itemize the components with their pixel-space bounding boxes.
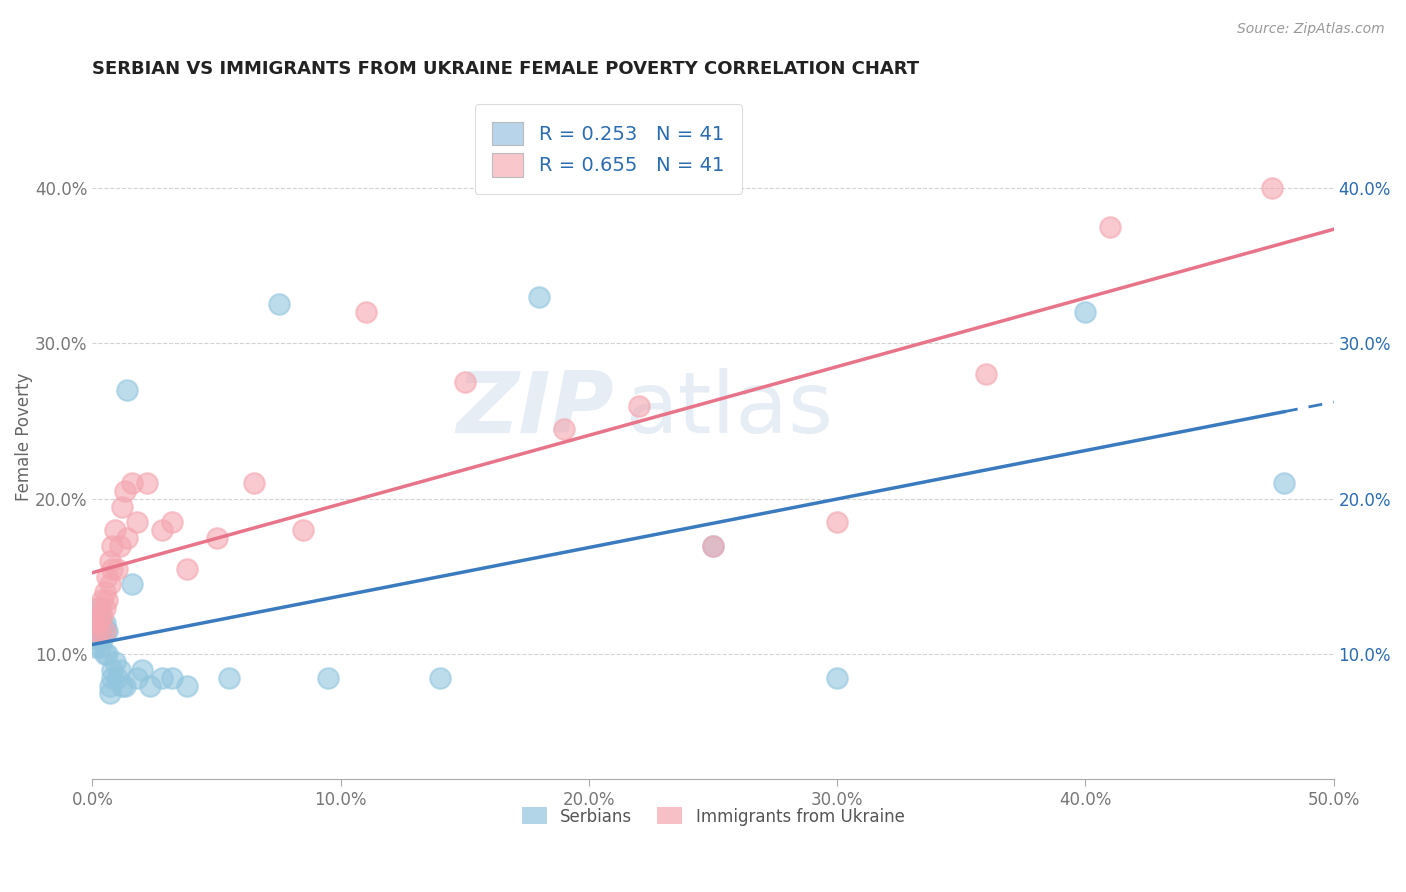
Point [101,671,124,685]
Point [94,648,117,662]
Point [96,570,118,584]
Point [825,515,848,529]
Point [136,476,159,491]
Point [205,531,228,545]
Point [1272,476,1295,491]
Point [529,290,551,304]
Point [138,679,160,693]
Point [553,422,575,436]
Point [176,562,198,576]
Point [89,600,111,615]
Point [101,663,124,677]
Point [150,671,173,685]
Point [1099,219,1122,234]
Point [115,531,138,545]
Point [121,577,143,591]
Point [91,608,114,623]
Point [96,624,118,639]
Point [354,305,377,319]
Point [121,476,143,491]
Point [94,585,117,599]
Point [89,624,111,639]
Point [86,616,108,631]
Point [429,671,451,685]
Point [84,624,107,639]
Point [702,539,724,553]
Point [101,539,124,553]
Y-axis label: Female Poverty: Female Poverty [15,373,32,501]
Point [104,523,127,537]
Point [111,679,134,693]
Point [89,640,111,654]
Point [98,686,121,700]
Point [454,376,477,390]
Point [94,624,117,639]
Point [94,600,117,615]
Point [974,368,997,382]
Point [218,671,240,685]
Point [96,593,118,607]
Point [84,624,107,639]
Point [127,515,149,529]
Point [292,523,315,537]
Point [108,539,131,553]
Point [627,399,650,413]
Point [131,663,153,677]
Text: Source: ZipAtlas.com: Source: ZipAtlas.com [1237,22,1385,37]
Point [702,539,724,553]
Point [86,632,108,646]
Point [94,624,117,639]
Point [160,671,183,685]
Point [89,624,111,639]
Point [91,632,114,646]
Point [1074,305,1097,319]
Point [98,679,121,693]
Point [160,515,183,529]
Point [127,671,149,685]
Point [86,608,108,623]
Point [98,577,121,591]
Point [86,616,108,631]
Point [176,679,198,693]
Point [111,500,134,514]
Point [86,600,108,615]
Point [96,648,118,662]
Text: atlas: atlas [626,368,834,450]
Point [89,608,111,623]
Point [105,562,128,576]
Point [91,616,114,631]
Point [94,616,117,631]
Legend: Serbians, Immigrants from Ukraine: Serbians, Immigrants from Ukraine [515,801,911,832]
Point [104,655,127,669]
Text: SERBIAN VS IMMIGRANTS FROM UKRAINE FEMALE POVERTY CORRELATION CHART: SERBIAN VS IMMIGRANTS FROM UKRAINE FEMAL… [93,60,920,78]
Point [114,679,136,693]
Point [115,383,138,397]
Point [84,616,107,631]
Point [316,671,339,685]
Point [150,523,173,537]
Point [243,476,266,491]
Text: ZIP: ZIP [456,368,614,450]
Point [114,484,136,499]
Point [84,640,107,654]
Point [108,663,131,677]
Point [1260,181,1282,195]
Point [267,297,290,311]
Point [98,554,121,568]
Point [101,562,124,576]
Point [825,671,848,685]
Point [91,593,114,607]
Point [105,671,128,685]
